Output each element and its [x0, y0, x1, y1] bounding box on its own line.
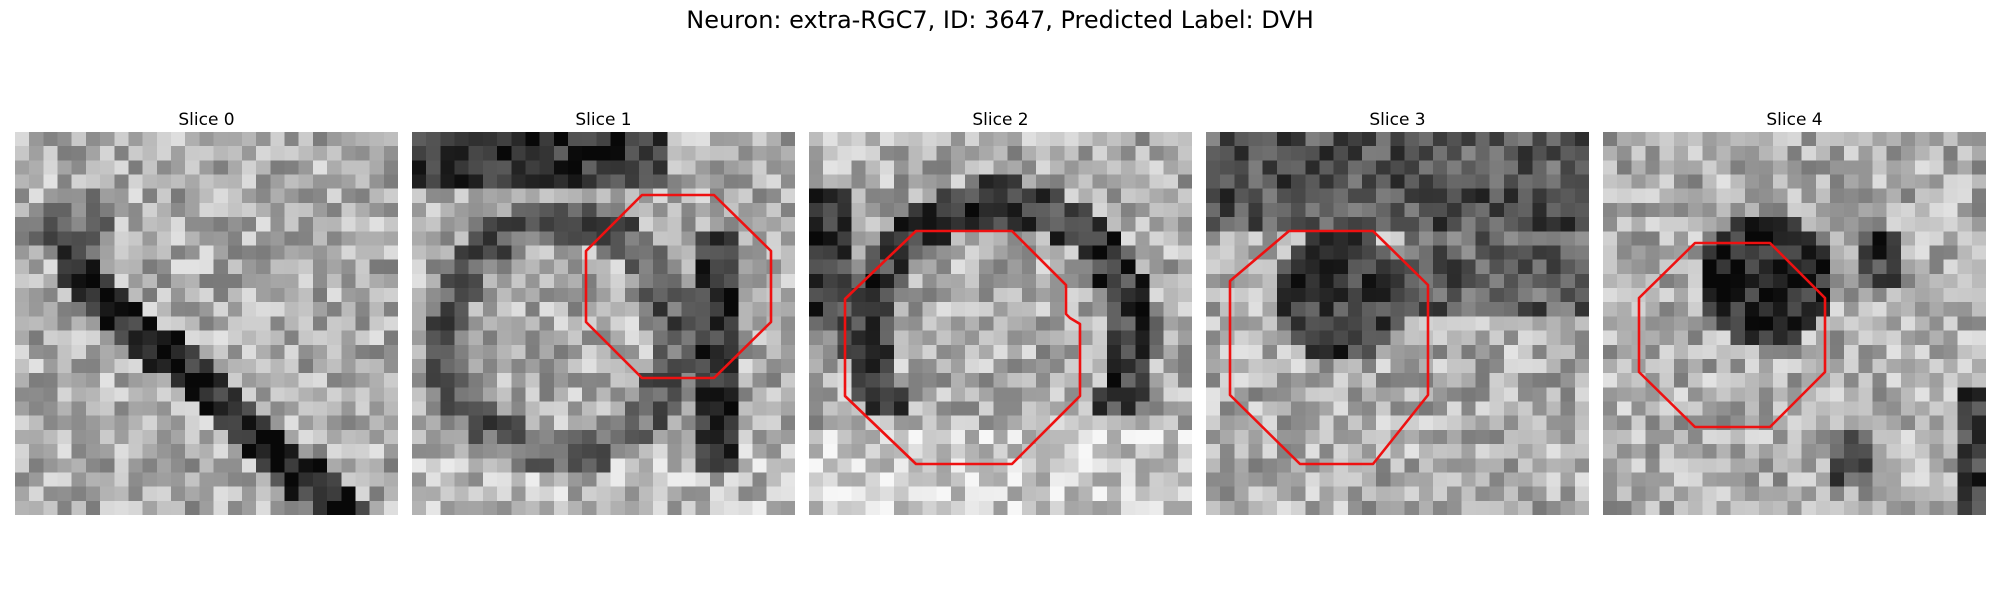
roi-outline: [843, 229, 1082, 466]
slice-image: [1206, 132, 1589, 515]
roi-outline: [1228, 229, 1430, 466]
slice-panel-4: Slice 4: [1603, 108, 1986, 515]
slice-image: [15, 132, 398, 515]
slice-image: [809, 132, 1192, 515]
figure-title: Neuron: extra-RGC7, ID: 3647, Predicted …: [686, 6, 1314, 34]
slice-title: Slice 3: [1369, 110, 1426, 130]
slice-image: [412, 132, 795, 515]
slice-title: Slice 4: [1766, 110, 1823, 130]
slice-title: Slice 2: [972, 110, 1029, 130]
slice-image: [1603, 132, 1986, 515]
roi-outline: [1637, 241, 1827, 429]
slice-panel-0: Slice 0: [15, 108, 398, 515]
slice-panel-3: Slice 3: [1206, 108, 1589, 515]
roi-outline: [584, 193, 773, 380]
slice-panel-1: Slice 1: [412, 108, 795, 515]
slice-title: Slice 1: [575, 110, 632, 130]
slice-title: Slice 0: [178, 110, 235, 130]
slice-panel-2: Slice 2: [809, 108, 1192, 515]
